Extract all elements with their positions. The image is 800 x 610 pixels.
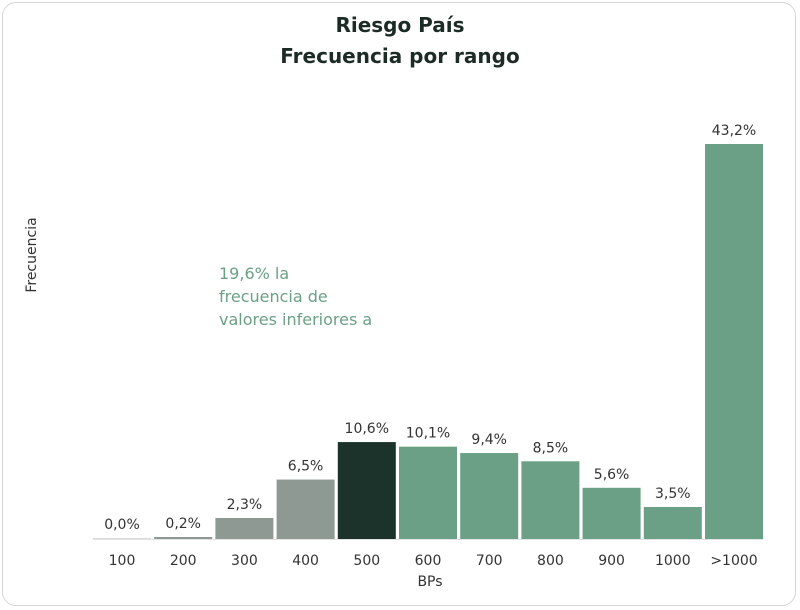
bar-value-label: 10,1% bbox=[406, 426, 450, 442]
bar-value-label: 0,0% bbox=[104, 517, 140, 533]
bar-300 bbox=[215, 517, 274, 539]
bar-value-label: 5,6% bbox=[594, 467, 630, 483]
bar-value-label: 0,2% bbox=[165, 516, 201, 532]
x-tick-label: 600 bbox=[415, 553, 442, 569]
bars-group bbox=[93, 144, 763, 540]
x-tick-label: 700 bbox=[476, 553, 503, 569]
chart-subtitle: Frecuencia por rango bbox=[280, 44, 520, 68]
bar->1000 bbox=[705, 144, 763, 539]
bar-value-label: 2,3% bbox=[227, 497, 263, 513]
bar-value-label: 43,2% bbox=[712, 123, 756, 139]
annotation-line: 19,6% la bbox=[219, 264, 290, 283]
x-tick-label: 800 bbox=[537, 553, 564, 569]
bar-value-label: 6,5% bbox=[288, 459, 324, 475]
annotation-line: frecuencia de bbox=[219, 287, 328, 306]
bar-value-label: 9,4% bbox=[471, 432, 507, 448]
chart-title: Riesgo País bbox=[335, 13, 465, 37]
annotation-line: valores inferiores a bbox=[219, 310, 373, 329]
x-axis-label: BPs bbox=[417, 574, 442, 590]
bar-900 bbox=[582, 487, 641, 539]
annotation: 19,6% la frecuencia de valores inferiore… bbox=[219, 262, 419, 331]
tick-labels-group: 100 200 300 400 500 600 700 800 900 1000 >1000 bbox=[109, 553, 758, 569]
x-tick-label: 500 bbox=[353, 553, 380, 569]
bar-700 bbox=[460, 453, 519, 539]
x-tick-label: >1000 bbox=[710, 553, 757, 569]
value-labels-group: 0,0% 0,2% 2,3% 6,5% 10,6% 10,1% 9,4% 8,5% 5,6% 3,… bbox=[104, 123, 756, 533]
bar-500 bbox=[337, 442, 396, 539]
x-tick-label: 100 bbox=[109, 553, 136, 569]
x-tick-label: 400 bbox=[292, 553, 319, 569]
x-tick-label: 900 bbox=[598, 553, 625, 569]
bar-value-label: 3,5% bbox=[655, 486, 691, 502]
x-tick-label: 300 bbox=[231, 553, 258, 569]
x-tick-label: 200 bbox=[170, 553, 197, 569]
bar-600 bbox=[399, 446, 457, 539]
bar-1000 bbox=[643, 506, 702, 539]
bar-800 bbox=[521, 461, 580, 539]
x-tick-label: 1000 bbox=[655, 553, 691, 569]
bar-value-label: 10,6% bbox=[345, 421, 389, 437]
bar-400 bbox=[276, 479, 335, 539]
bar-200 bbox=[154, 537, 213, 539]
bar-100 bbox=[93, 538, 151, 539]
bar-value-label: 8,5% bbox=[533, 440, 569, 456]
